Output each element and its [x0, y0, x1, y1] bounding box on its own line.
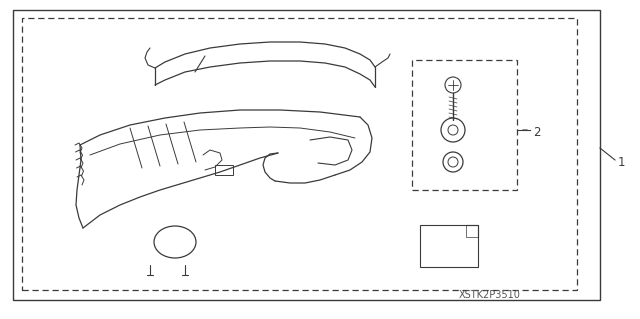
Bar — [215, 165, 233, 175]
Text: 1: 1 — [618, 155, 625, 168]
Text: 2: 2 — [533, 125, 541, 138]
Bar — [412, 60, 517, 190]
Bar — [22, 18, 577, 290]
Bar — [420, 225, 478, 267]
Text: XSTK2P3510: XSTK2P3510 — [459, 290, 521, 300]
